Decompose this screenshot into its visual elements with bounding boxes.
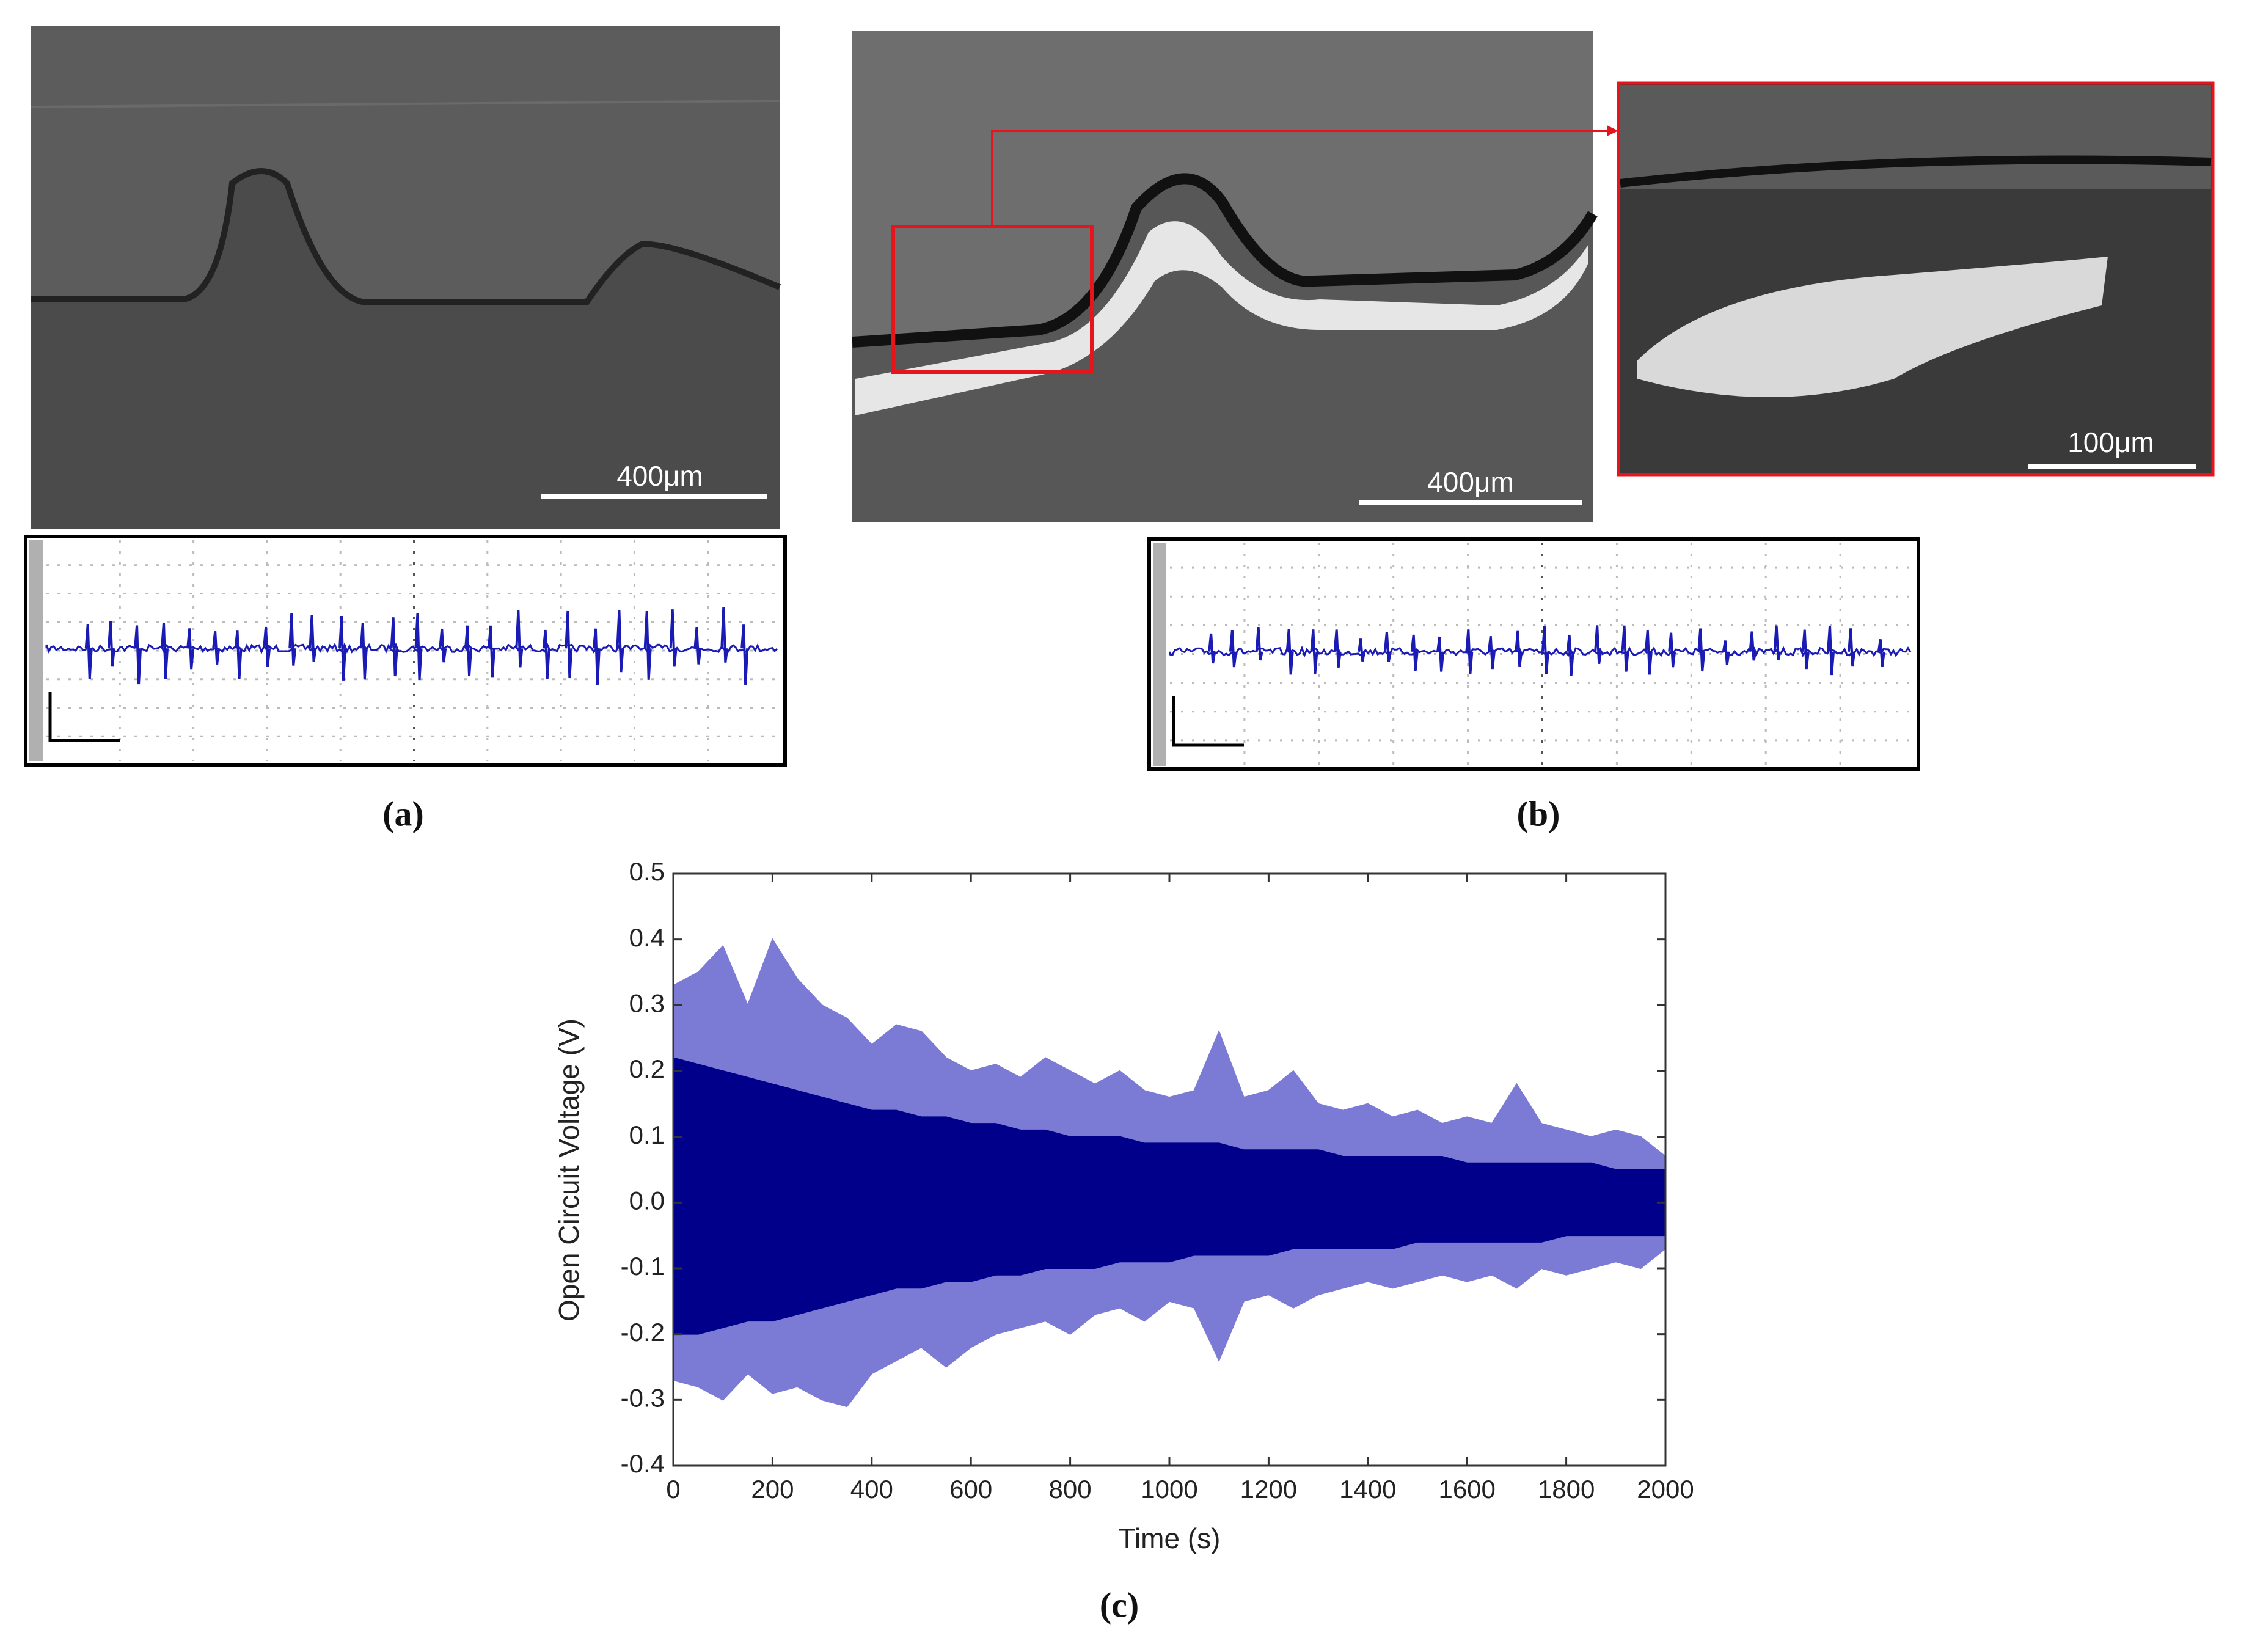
scope-spike <box>212 630 221 665</box>
x-tick-label: 1800 <box>1538 1475 1595 1504</box>
scope-spike <box>84 624 93 679</box>
x-tick-label: 1400 <box>1339 1475 1396 1504</box>
x-tick-label: 0 <box>666 1475 680 1504</box>
y-tick-label: -0.3 <box>621 1383 665 1412</box>
scope-spike <box>1877 639 1885 667</box>
scope-signal <box>1169 645 1912 658</box>
panel-label: (b) <box>1517 794 1560 833</box>
scope-spike <box>186 628 195 670</box>
scope-spike <box>107 621 115 667</box>
scope-marker <box>48 692 120 742</box>
scope-spike <box>234 630 243 679</box>
scope-spike <box>1848 628 1856 667</box>
y-tick-label: -0.2 <box>621 1318 665 1347</box>
scope-frame <box>24 535 787 767</box>
scope-spike <box>1383 632 1392 662</box>
scope-spike <box>359 623 368 680</box>
y-tick-label: 0.2 <box>629 1054 665 1083</box>
y-tick-label: 0.0 <box>629 1186 665 1215</box>
y-tick-label: 0.3 <box>629 989 665 1017</box>
y-tick-label: 0.5 <box>629 857 665 886</box>
x-tick-label: 1600 <box>1438 1475 1495 1504</box>
panel-label: (a) <box>382 794 424 833</box>
scope-spike <box>439 628 447 663</box>
sem-image-a: 400μm <box>31 26 781 529</box>
scope-spike <box>1465 629 1474 674</box>
scope-spike <box>1333 629 1342 668</box>
y-tick-label: 0.1 <box>629 1120 665 1149</box>
x-tick-label: 2000 <box>1637 1475 1694 1504</box>
x-tick-label: 600 <box>949 1475 992 1504</box>
y-axis-title: Open Circuit Voltage (V) <box>553 1018 585 1321</box>
sem-image-b: 400μm <box>852 31 1618 522</box>
scope-spike <box>1594 625 1603 664</box>
scope-spike <box>693 627 702 665</box>
scope-spike <box>390 617 398 677</box>
x-tick-label: 400 <box>850 1475 893 1504</box>
scope-spike <box>542 629 550 679</box>
scope-spike <box>134 625 142 685</box>
scope-spike <box>1358 638 1366 662</box>
scope-spike <box>1255 627 1263 661</box>
y-tick-label: 0.4 <box>629 923 665 952</box>
scope-spike <box>1541 626 1549 674</box>
scope-spike <box>1827 625 1835 676</box>
scope-spike <box>414 613 423 681</box>
panel-label: (c) <box>1100 1585 1139 1625</box>
scope-spike <box>740 624 749 685</box>
scope-spike <box>1515 630 1523 667</box>
scope-spike <box>1436 636 1445 672</box>
scale-bar-label: 400μm <box>1427 466 1514 498</box>
scope-spike <box>515 610 524 668</box>
scope-spike <box>1566 634 1574 676</box>
oscilloscope-trace <box>24 535 787 767</box>
x-tick-label: 1200 <box>1240 1475 1297 1504</box>
scope-spike <box>1285 629 1294 675</box>
scope-spike <box>1801 629 1810 670</box>
scope-spike <box>288 613 297 666</box>
scope-spike <box>1410 634 1419 671</box>
scope-spike <box>616 610 624 673</box>
scale-bar-label: 400μm <box>616 460 703 492</box>
scope-spike <box>1749 631 1757 661</box>
scope-spike <box>1208 633 1216 664</box>
scope-spike <box>1722 640 1730 665</box>
scope-spike <box>263 626 271 667</box>
signal-area <box>673 1057 1666 1204</box>
scope-side-bar <box>29 540 43 761</box>
oscilloscope-trace <box>1147 537 1920 771</box>
scope-spike <box>565 610 573 679</box>
scope-spike <box>1773 625 1782 660</box>
signal-area <box>673 1202 1666 1335</box>
x-tick-label: 1000 <box>1141 1475 1197 1504</box>
scope-spike <box>487 625 495 678</box>
scope-side-bar <box>1153 543 1166 766</box>
scope-spike <box>1487 635 1496 670</box>
scope-spike <box>1310 629 1318 674</box>
y-tick-label: -0.4 <box>621 1449 665 1478</box>
scope-spike <box>464 625 473 676</box>
scope-marker <box>1172 696 1244 747</box>
scope-spike <box>1668 632 1676 668</box>
scope-spike <box>720 607 729 663</box>
scope-spike <box>1697 628 1706 672</box>
scope-spike <box>1621 625 1629 672</box>
scope-spike <box>338 616 347 681</box>
scope-spike <box>309 615 317 662</box>
scope-spike <box>592 628 601 685</box>
x-axis-title: Time (s) <box>1119 1522 1221 1554</box>
scope-spike <box>1229 630 1237 668</box>
scope-spike <box>643 610 652 680</box>
x-tick-label: 200 <box>751 1475 794 1504</box>
scope-spike <box>161 622 169 679</box>
scope-spike <box>669 609 678 667</box>
sem-inset: 100μm <box>1617 81 2215 477</box>
scope-spike <box>1644 630 1653 675</box>
scope-signal <box>45 642 778 655</box>
plot-frame <box>672 872 1667 1467</box>
scale-bar-label: 100μm <box>2067 426 2154 458</box>
y-tick-label: -0.1 <box>621 1252 665 1281</box>
x-tick-label: 800 <box>1049 1475 1092 1504</box>
